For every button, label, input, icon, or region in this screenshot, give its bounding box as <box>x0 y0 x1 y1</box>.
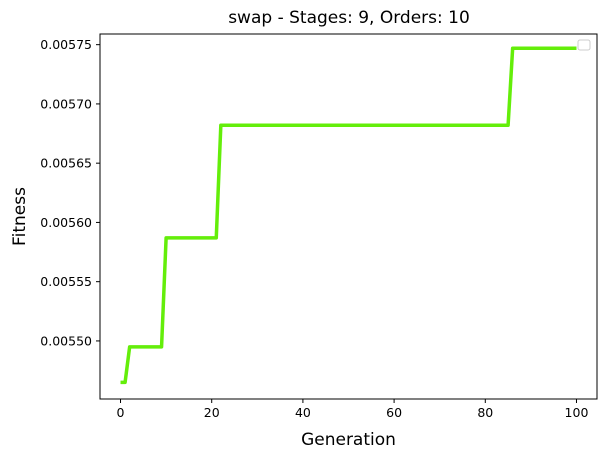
x-tick-label: 20 <box>204 405 220 420</box>
x-axis-label: Generation <box>301 430 396 450</box>
y-tick-label: 0.00555 <box>40 274 92 289</box>
y-tick-label: 0.00550 <box>40 333 92 348</box>
y-tick-label: 0.00575 <box>40 37 92 52</box>
x-tick-label: 0 <box>117 405 125 420</box>
y-axis-label: Fitness <box>10 187 30 246</box>
x-tick-label: 100 <box>565 405 589 420</box>
y-tick-label: 0.00570 <box>40 96 92 111</box>
plot-area <box>120 46 577 385</box>
chart-title: swap - Stages: 9, Orders: 10 <box>228 8 470 28</box>
series-line-0 <box>120 46 577 385</box>
y-axis: 0.00550 0.00555 0.00560 0.00565 0.00570 0.005… <box>40 37 100 348</box>
x-axis: 0 20 40 60 80 100 <box>117 399 589 420</box>
x-tick-label: 80 <box>477 405 493 420</box>
legend-box <box>577 39 591 51</box>
axes-frame <box>99 33 598 400</box>
x-tick-label: 40 <box>295 405 311 420</box>
x-tick-label: 60 <box>386 405 402 420</box>
y-tick-label: 0.00565 <box>40 156 92 171</box>
y-tick-label: 0.00560 <box>40 215 92 230</box>
